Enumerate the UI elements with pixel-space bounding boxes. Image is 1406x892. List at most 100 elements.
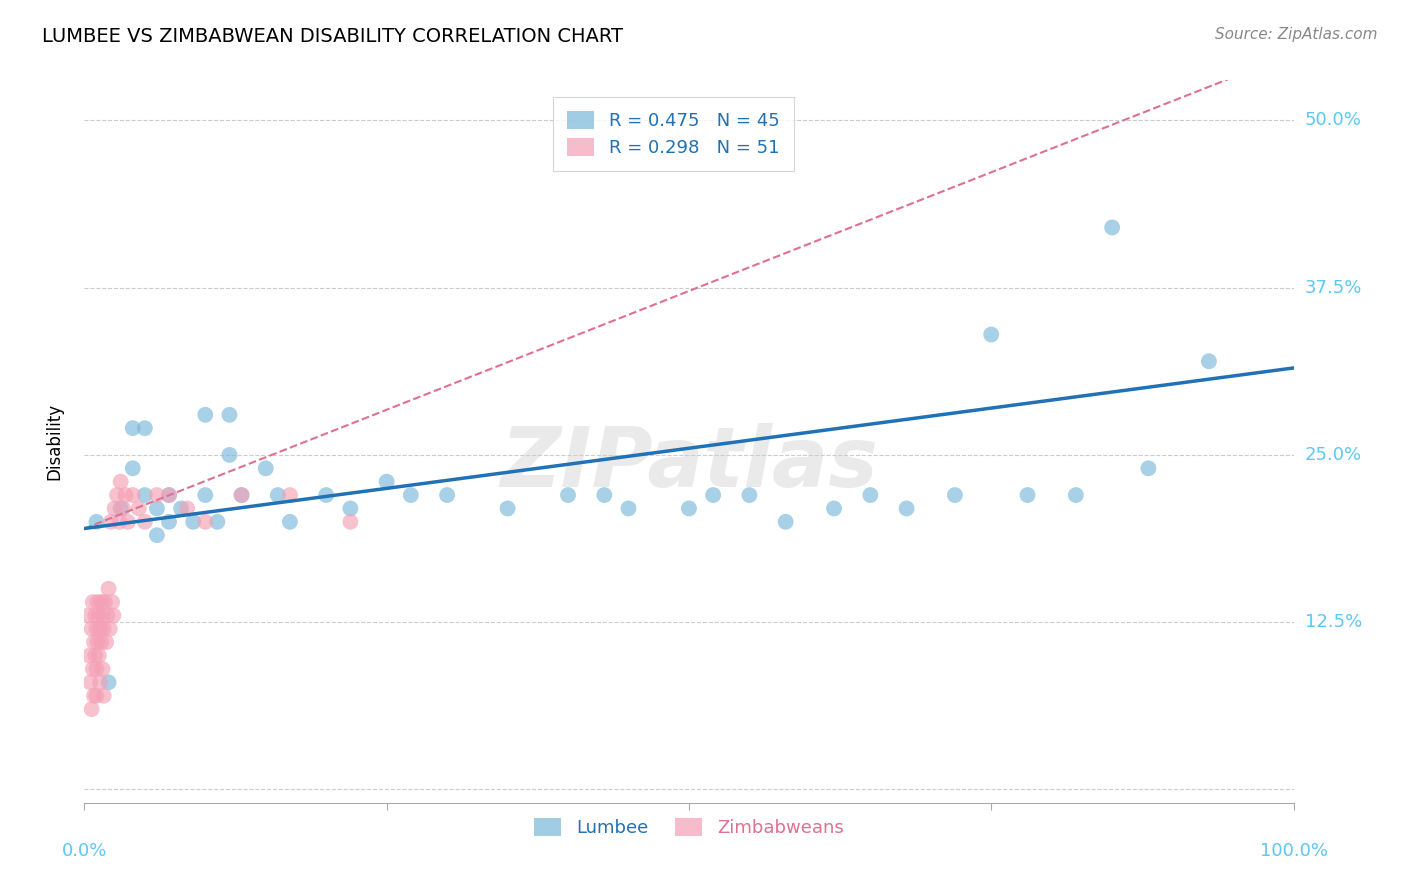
Text: 50.0%: 50.0%	[1305, 112, 1361, 129]
Text: 12.5%: 12.5%	[1305, 613, 1362, 632]
Point	[1064, 488, 1087, 502]
Point	[84, 648, 107, 663]
Point	[93, 622, 115, 636]
Point	[89, 622, 111, 636]
Point	[980, 327, 1002, 342]
Point	[738, 488, 761, 502]
Text: 100.0%: 100.0%	[1260, 842, 1327, 860]
Point	[83, 689, 105, 703]
Point	[86, 622, 108, 636]
Point	[339, 515, 361, 529]
Point	[375, 475, 398, 489]
Point	[170, 501, 193, 516]
Point	[254, 461, 277, 475]
Point	[399, 488, 422, 502]
Point	[1017, 488, 1039, 502]
Point	[702, 488, 724, 502]
Point	[96, 608, 118, 623]
Point	[775, 515, 797, 529]
Point	[617, 501, 640, 516]
Point	[89, 675, 111, 690]
Point	[121, 461, 143, 475]
Point	[557, 488, 579, 502]
Point	[86, 662, 108, 676]
Point	[108, 515, 131, 529]
Point	[315, 488, 337, 502]
Point	[79, 675, 101, 690]
Point	[218, 408, 240, 422]
Point	[121, 488, 143, 502]
Point	[98, 622, 121, 636]
Point	[77, 648, 100, 663]
Point	[112, 501, 135, 516]
Point	[104, 501, 127, 516]
Point	[82, 595, 104, 609]
Point	[194, 408, 217, 422]
Point	[87, 608, 110, 623]
Point	[134, 488, 156, 502]
Text: 37.5%: 37.5%	[1305, 278, 1362, 297]
Point	[86, 689, 108, 703]
Point	[90, 595, 112, 609]
Point	[93, 689, 115, 703]
Point	[267, 488, 290, 502]
Point	[1137, 461, 1160, 475]
Text: Source: ZipAtlas.com: Source: ZipAtlas.com	[1215, 27, 1378, 42]
Point	[218, 448, 240, 462]
Text: 0.0%: 0.0%	[62, 842, 107, 860]
Point	[134, 421, 156, 435]
Point	[896, 501, 918, 516]
Point	[231, 488, 253, 502]
Point	[80, 622, 103, 636]
Point	[84, 608, 107, 623]
Point	[101, 595, 124, 609]
Point	[496, 501, 519, 516]
Point	[121, 421, 143, 435]
Point	[146, 501, 169, 516]
Point	[94, 595, 117, 609]
Point	[823, 501, 845, 516]
Point	[194, 488, 217, 502]
Point	[593, 488, 616, 502]
Point	[86, 515, 108, 529]
Point	[91, 608, 114, 623]
Point	[1198, 354, 1220, 368]
Point	[110, 475, 132, 489]
Point	[157, 488, 180, 502]
Point	[117, 515, 139, 529]
Point	[859, 488, 882, 502]
Point	[86, 635, 108, 649]
Text: ZIPatlas: ZIPatlas	[501, 423, 877, 504]
Y-axis label: Disability: Disability	[45, 403, 63, 480]
Point	[181, 515, 204, 529]
Point	[278, 515, 301, 529]
Point	[77, 608, 100, 623]
Legend: Lumbee, Zimbabweans: Lumbee, Zimbabweans	[527, 811, 851, 845]
Point	[82, 662, 104, 676]
Point	[87, 648, 110, 663]
Point	[157, 515, 180, 529]
Point	[97, 582, 120, 596]
Point	[86, 595, 108, 609]
Point	[80, 702, 103, 716]
Point	[91, 662, 114, 676]
Point	[114, 488, 136, 502]
Text: 25.0%: 25.0%	[1305, 446, 1362, 464]
Point	[110, 501, 132, 516]
Point	[207, 515, 229, 529]
Point	[157, 488, 180, 502]
Point	[943, 488, 966, 502]
Text: LUMBEE VS ZIMBABWEAN DISABILITY CORRELATION CHART: LUMBEE VS ZIMBABWEAN DISABILITY CORRELAT…	[42, 27, 623, 45]
Point	[339, 501, 361, 516]
Point	[146, 528, 169, 542]
Point	[1101, 220, 1123, 235]
Point	[90, 635, 112, 649]
Point	[146, 488, 169, 502]
Point	[97, 675, 120, 690]
Point	[94, 635, 117, 649]
Point	[194, 515, 217, 529]
Point	[436, 488, 458, 502]
Point	[83, 635, 105, 649]
Point	[128, 501, 150, 516]
Point	[105, 488, 128, 502]
